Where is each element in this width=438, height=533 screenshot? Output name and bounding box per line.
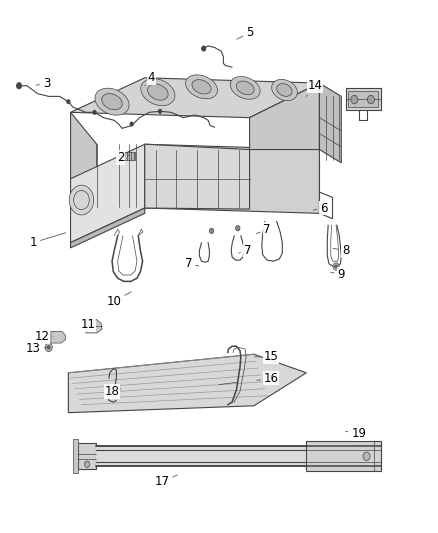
Circle shape: [158, 109, 162, 114]
Ellipse shape: [102, 94, 122, 110]
Text: 14: 14: [306, 79, 322, 96]
Text: 12: 12: [35, 330, 53, 343]
Polygon shape: [71, 78, 319, 118]
Circle shape: [236, 225, 240, 231]
Text: 7: 7: [257, 223, 271, 236]
Text: 10: 10: [107, 292, 131, 308]
Text: 18: 18: [105, 385, 121, 398]
Text: 19: 19: [346, 427, 366, 440]
Text: 16: 16: [257, 372, 279, 385]
Ellipse shape: [186, 75, 218, 99]
Circle shape: [363, 452, 370, 461]
Polygon shape: [346, 88, 381, 110]
Text: 3: 3: [36, 77, 50, 90]
Text: 17: 17: [155, 475, 177, 488]
Text: 8: 8: [333, 244, 349, 257]
Text: 7: 7: [185, 257, 199, 270]
Ellipse shape: [236, 81, 254, 95]
Text: 15: 15: [254, 350, 279, 364]
Polygon shape: [145, 144, 319, 213]
Circle shape: [201, 46, 206, 51]
Circle shape: [47, 346, 50, 349]
Circle shape: [74, 190, 89, 209]
Polygon shape: [306, 441, 381, 471]
Circle shape: [67, 100, 70, 104]
Circle shape: [335, 265, 337, 268]
Polygon shape: [51, 332, 65, 343]
Polygon shape: [71, 144, 145, 243]
Circle shape: [351, 95, 358, 104]
Polygon shape: [86, 320, 102, 333]
Circle shape: [93, 110, 96, 115]
Ellipse shape: [192, 79, 211, 94]
Polygon shape: [145, 144, 250, 209]
Polygon shape: [122, 152, 135, 160]
Circle shape: [45, 343, 52, 352]
Circle shape: [69, 185, 94, 215]
Text: 1: 1: [30, 233, 66, 249]
Ellipse shape: [272, 79, 297, 101]
Text: 5: 5: [237, 26, 253, 39]
Polygon shape: [78, 443, 96, 469]
Circle shape: [16, 83, 21, 89]
Text: 13: 13: [26, 342, 48, 356]
Circle shape: [333, 263, 339, 270]
Ellipse shape: [230, 77, 260, 99]
Text: 7: 7: [239, 244, 251, 257]
Ellipse shape: [141, 79, 175, 106]
Circle shape: [85, 461, 90, 467]
Ellipse shape: [148, 84, 168, 100]
Polygon shape: [73, 439, 78, 473]
Ellipse shape: [95, 88, 129, 115]
Text: 4: 4: [145, 71, 155, 86]
Circle shape: [209, 228, 214, 233]
Polygon shape: [68, 354, 306, 413]
Text: 11: 11: [81, 319, 95, 332]
Polygon shape: [71, 208, 145, 248]
Polygon shape: [319, 83, 341, 163]
Polygon shape: [71, 112, 97, 200]
Polygon shape: [250, 83, 319, 150]
Text: 6: 6: [314, 201, 328, 214]
Text: 9: 9: [331, 268, 345, 281]
Text: 2: 2: [117, 151, 130, 164]
Circle shape: [130, 122, 134, 126]
Circle shape: [367, 95, 374, 104]
Polygon shape: [96, 446, 306, 466]
Ellipse shape: [277, 84, 292, 96]
Polygon shape: [348, 91, 378, 107]
